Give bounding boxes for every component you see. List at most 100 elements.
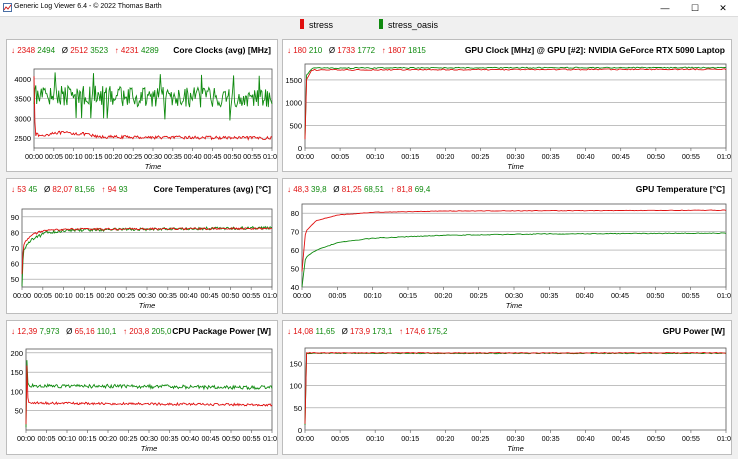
- x-tick-label: 00:40: [184, 152, 202, 161]
- minimize-button[interactable]: —: [660, 3, 670, 13]
- y-tick-label: 1000: [285, 99, 302, 108]
- stats-gpu-power: ↓ 14,08 11,65 Ø 173,9 173,1 ↑ 174,6 175,…: [287, 327, 448, 336]
- legend-swatch-stress: [300, 19, 304, 29]
- x-tick-label: 00:30: [140, 434, 158, 443]
- panel-title-gpu-power: GPU Power [W]: [663, 326, 726, 336]
- y-tick-label: 1500: [285, 76, 302, 85]
- panel-core-temps[interactable]: ↓ 53 45 Ø 82,07 81,56 ↑ 94 93 Core Temper…: [6, 178, 281, 314]
- series-line-stress: [304, 68, 727, 140]
- window-title: Generic Log Viewer 6.4 - © 2022 Thomas B…: [14, 3, 162, 10]
- plot-area: [33, 68, 273, 149]
- x-axis-label: Time: [507, 444, 524, 453]
- x-tick-label: 00:15: [401, 434, 419, 443]
- x-tick-label: 00:25: [470, 291, 488, 300]
- x-tick-label: 00:30: [144, 152, 162, 161]
- y-tick-label: 150: [10, 368, 23, 377]
- plot-area: [304, 347, 727, 431]
- x-tick-label: 00:40: [180, 291, 198, 300]
- x-tick-label: 00:10: [65, 152, 83, 161]
- x-tick-label: 00:10: [58, 434, 76, 443]
- chart-core-clocks: ↓ 2348 2494 Ø 2512 3523 ↑ 4231 4289 Core …: [11, 45, 281, 171]
- close-button[interactable]: ✕: [719, 3, 727, 13]
- x-tick-label: 00:45: [202, 434, 220, 443]
- x-tick-label: 00:35: [542, 152, 560, 161]
- y-tick-label: 2500: [14, 134, 31, 143]
- y-tick-label: 80: [291, 209, 299, 218]
- x-tick-label: 00:10: [366, 434, 384, 443]
- legend-label-stress-oasis: stress_oasis: [388, 20, 439, 30]
- x-tick-label: 00:35: [540, 291, 558, 300]
- x-tick-label: 00:00: [293, 291, 311, 300]
- x-tick-label: 00:30: [138, 291, 156, 300]
- panel-gpu-clock[interactable]: ↓ 180 210 Ø 1733 1772 ↑ 1807 1815 GPU Clo…: [282, 39, 735, 172]
- y-tick-label: 500: [289, 121, 302, 130]
- panel-gpu-power[interactable]: ↓ 14,08 11,65 Ø 173,9 173,1 ↑ 174,6 175,…: [282, 320, 735, 455]
- x-tick-label: 00:25: [471, 152, 489, 161]
- x-tick-label: 00:55: [682, 291, 700, 300]
- x-tick-label: 00:30: [505, 291, 523, 300]
- series-line-stress-oasis: [33, 72, 273, 121]
- chart-gpu-temp: ↓ 48,3 39,8 Ø 81,25 68,51 ↑ 81,8 69,4 GPU…: [287, 184, 735, 310]
- x-tick-label: 00:55: [682, 152, 700, 161]
- x-tick-label: 00:15: [79, 434, 97, 443]
- x-tick-label: 00:45: [612, 152, 630, 161]
- x-tick-label: 00:30: [507, 152, 525, 161]
- x-tick-label: 00:45: [611, 291, 629, 300]
- chart-cpu-power: ↓ 12,39 7,973 Ø 65,16 110,1 ↑ 203,8 205,…: [10, 326, 281, 453]
- series-line-stress-oasis: [25, 360, 273, 428]
- x-tick-label: 01:00: [263, 434, 277, 443]
- x-tick-label: 00:05: [45, 152, 63, 161]
- y-tick-label: 80: [11, 228, 19, 237]
- x-tick-label: 00:25: [124, 152, 142, 161]
- chart-core-temps: ↓ 53 45 Ø 82,07 81,56 ↑ 94 93 Core Temper…: [11, 184, 281, 310]
- title-bar: Generic Log Viewer 6.4 - © 2022 Thomas B…: [0, 0, 738, 17]
- app-icon: [3, 3, 12, 12]
- x-tick-label: 00:10: [366, 152, 384, 161]
- x-tick-label: 00:50: [221, 291, 239, 300]
- y-tick-label: 50: [291, 265, 299, 274]
- panel-cpu-power[interactable]: ↓ 12,39 7,973 Ø 65,16 110,1 ↑ 203,8 205,…: [6, 320, 281, 455]
- y-tick-label: 100: [289, 382, 302, 391]
- x-axis-label: Time: [506, 301, 523, 310]
- x-tick-label: 00:15: [401, 152, 419, 161]
- chart-gpu-power: ↓ 14,08 11,65 Ø 173,9 173,1 ↑ 174,6 175,…: [287, 326, 735, 453]
- y-tick-label: 150: [289, 360, 302, 369]
- x-tick-label: 01:00: [717, 291, 731, 300]
- y-tick-label: 60: [291, 246, 299, 255]
- panel-title-core-temps: Core Temperatures (avg) [°C]: [153, 184, 271, 194]
- x-tick-label: 00:40: [576, 291, 594, 300]
- x-tick-label: 00:10: [364, 291, 382, 300]
- chart-gpu-clock: ↓ 180 210 Ø 1733 1772 ↑ 1807 1815 GPU Clo…: [285, 45, 735, 171]
- x-tick-label: 00:40: [577, 152, 595, 161]
- panel-title-gpu-clock: GPU Clock [MHz] @ GPU [#2]: NVIDIA GeFor…: [465, 45, 725, 55]
- stats-core-clocks: ↓ 2348 2494 Ø 2512 3523 ↑ 4231 4289: [11, 46, 159, 55]
- y-tick-label: 50: [294, 404, 302, 413]
- x-tick-label: 00:05: [38, 434, 56, 443]
- x-tick-label: 00:15: [85, 152, 103, 161]
- y-tick-label: 50: [15, 407, 23, 416]
- x-tick-label: 00:05: [328, 291, 346, 300]
- x-axis-label: Time: [139, 301, 156, 310]
- x-tick-label: 00:00: [17, 434, 35, 443]
- panel-gpu-temp[interactable]: ↓ 48,3 39,8 Ø 81,25 68,51 ↑ 81,8 69,4 GPU…: [282, 178, 735, 314]
- legend: stress stress_oasis: [0, 17, 738, 35]
- x-tick-label: 00:25: [117, 291, 135, 300]
- y-tick-label: 3000: [14, 114, 31, 123]
- panel-core-clocks[interactable]: ↓ 2348 2494 Ø 2512 3523 ↑ 4231 4289 Core …: [6, 39, 281, 172]
- legend-swatch-stress-oasis: [379, 19, 383, 29]
- y-tick-label: 50: [11, 275, 19, 284]
- x-tick-label: 00:20: [104, 152, 122, 161]
- x-tick-label: 01:00: [263, 291, 277, 300]
- x-tick-label: 00:50: [647, 152, 665, 161]
- x-tick-label: 00:55: [242, 291, 260, 300]
- x-tick-label: 00:05: [331, 434, 349, 443]
- maximize-button[interactable]: ☐: [690, 3, 700, 13]
- stats-cpu-power: ↓ 12,39 7,973 Ø 65,16 110,1 ↑ 203,8 205,…: [11, 327, 172, 336]
- x-tick-label: 00:15: [76, 291, 94, 300]
- series-line-stress-oasis: [301, 232, 727, 288]
- x-tick-label: 00:00: [13, 291, 31, 300]
- x-tick-label: 00:05: [34, 291, 52, 300]
- x-tick-label: 00:40: [181, 434, 199, 443]
- x-tick-label: 00:55: [243, 152, 261, 161]
- x-axis-label: Time: [145, 162, 162, 171]
